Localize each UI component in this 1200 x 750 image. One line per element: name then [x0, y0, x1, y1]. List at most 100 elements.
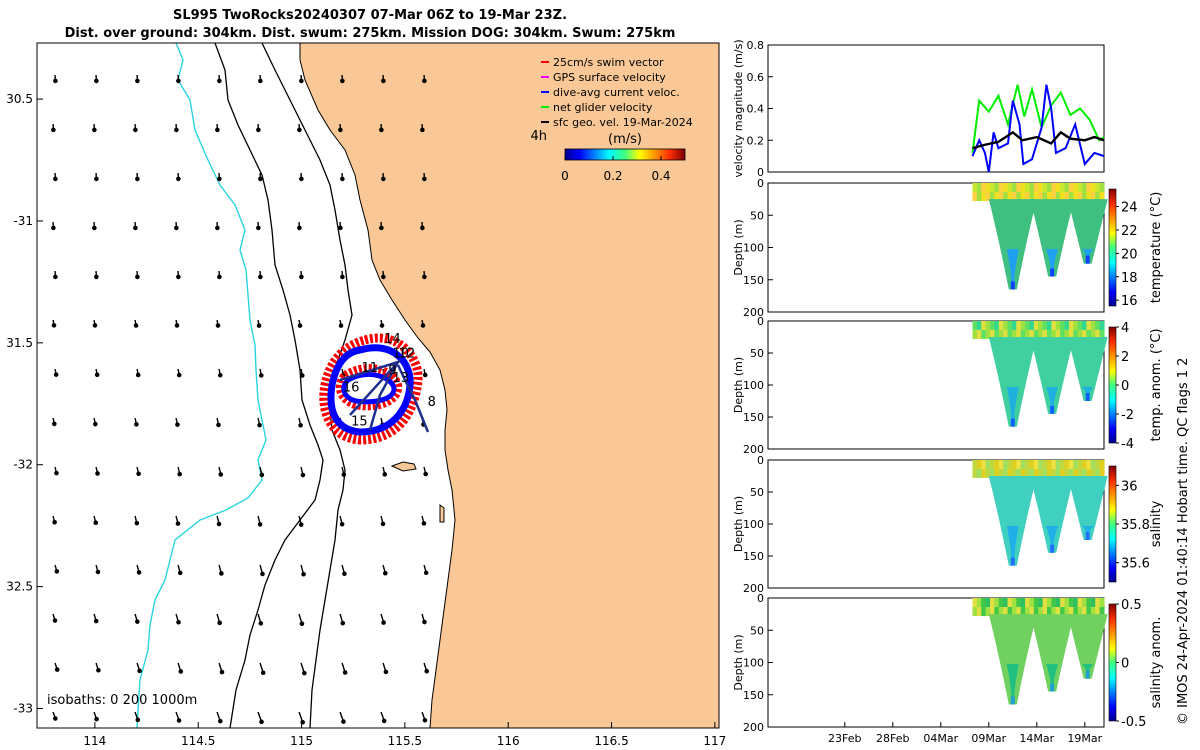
current-arrow-head — [174, 225, 179, 231]
profile-surface-cell — [1055, 183, 1061, 193]
profile-mixed-cell — [1095, 192, 1101, 202]
current-arrow-head — [256, 127, 261, 133]
current-arrow-head — [175, 521, 181, 526]
profile-mixed-cell — [1016, 192, 1022, 202]
current-arrow-head — [136, 471, 141, 477]
profile-mixed-cell — [1033, 329, 1039, 339]
current-arrow-head — [340, 274, 345, 280]
profile-surface-cell — [1095, 598, 1101, 608]
profile-surface-cell — [1029, 183, 1035, 193]
profile-surface-cell — [1099, 321, 1105, 330]
lat-tick-label: -33 — [13, 701, 33, 715]
colorbar-tick-label: 0.2 — [603, 169, 622, 183]
profile-mixed-cell — [1038, 192, 1044, 202]
profile-surface-cell — [1086, 183, 1092, 193]
profile-surface-cell — [1068, 460, 1074, 469]
profile-surface-cell — [985, 321, 991, 330]
profile-surface-cell — [998, 183, 1004, 193]
profile-surface-cell — [1038, 321, 1044, 330]
profile-surface-cell — [1073, 598, 1079, 608]
velocity-ytick-label: 0.4 — [747, 103, 765, 116]
lon-tick-label: 116 — [497, 734, 520, 748]
current-arrow-head — [300, 472, 306, 478]
current-arrow-head — [94, 274, 99, 280]
profile-mixed-cell — [1047, 329, 1052, 339]
depth-colorbar — [1108, 326, 1117, 444]
profile-mixed-cell — [1020, 192, 1026, 202]
profile-mixed-cell — [1029, 468, 1035, 478]
current-arrow-head — [297, 127, 302, 133]
depth-ytick-label: 50 — [750, 624, 764, 637]
track-day-label: 9 — [388, 364, 396, 379]
profile-mixed-cell — [1016, 468, 1022, 478]
profile-surface-cell — [1055, 321, 1061, 330]
current-arrow-head — [218, 472, 224, 477]
profile-surface-cell — [1051, 460, 1057, 469]
depth-ytick-label: 0 — [757, 315, 764, 328]
profile-surface-cell — [994, 183, 1000, 193]
profile-surface-cell — [1029, 598, 1035, 608]
lat-tick-label: 30.5 — [6, 92, 33, 106]
profile-surface-cell — [1020, 321, 1026, 330]
profile-surface-cell — [981, 460, 987, 469]
depth-ytick-label: 150 — [743, 411, 764, 424]
profile-mixed-cell — [1038, 468, 1044, 478]
profile-surface-cell — [1011, 183, 1017, 193]
profile-surface-cell — [1095, 321, 1101, 330]
profile-mixed-cell — [1038, 607, 1044, 617]
current-arrow-head — [53, 716, 58, 721]
map-title-line-1: SL995 TwoRocks20240307 07-Mar 06Z to 19-… — [172, 8, 568, 23]
current-arrow-head — [381, 78, 386, 84]
dive-profile-bottom — [1050, 683, 1055, 692]
current-arrow-head — [340, 78, 345, 84]
profile-surface-cell — [998, 598, 1004, 608]
copyright-footer: © IMOS 24-Apr-2024 01:40:14 Hobart time.… — [1176, 358, 1191, 725]
dive-profile-bottom — [1085, 532, 1090, 540]
track-day-label: 11 — [361, 361, 378, 376]
profile-surface-cell — [1025, 460, 1031, 469]
profile-mixed-cell — [1064, 607, 1070, 617]
current-arrow-head — [383, 669, 389, 675]
colorbar-label: temperature (°C) — [1149, 192, 1164, 304]
current-arrow-head — [54, 569, 60, 574]
profile-surface-cell — [1055, 598, 1061, 608]
profile-surface-cell — [972, 460, 978, 469]
current-arrow-head — [420, 225, 425, 231]
profile-mixed-cell — [990, 607, 995, 617]
velocity-ytick-label: 0.8 — [747, 39, 765, 52]
profile-mixed-cell — [1090, 329, 1096, 339]
velocity-series-line — [971, 84, 1105, 154]
profile-mixed-cell — [1038, 329, 1044, 339]
profile-mixed-cell — [1051, 607, 1057, 617]
profile-surface-cell — [1042, 321, 1048, 330]
velocity-plot-frame — [767, 44, 1105, 173]
profile-mixed-cell — [972, 468, 978, 478]
profile-surface-cell — [1047, 183, 1052, 193]
dive-profile-bottom — [1085, 255, 1090, 264]
glider-path-line — [339, 359, 430, 433]
profile-mixed-cell — [1073, 329, 1079, 339]
profile-surface-cell — [1060, 460, 1066, 469]
dive-profile-plume — [988, 476, 1037, 566]
current-arrow-head — [299, 274, 304, 280]
profile-mixed-cell — [1077, 468, 1083, 478]
profile-surface-cell — [1073, 183, 1079, 193]
profile-surface-cell — [1068, 598, 1074, 608]
profile-surface-cell — [990, 321, 995, 330]
profile-surface-cell — [990, 460, 995, 469]
profile-surface-cell — [1077, 598, 1083, 608]
profile-mixed-cell — [1073, 468, 1079, 478]
current-arrow-head — [338, 127, 343, 133]
profile-mixed-cell — [1042, 607, 1048, 617]
dive-profile-core — [1046, 249, 1059, 277]
profile-surface-cell — [1007, 598, 1013, 608]
profile-surface-cell — [1047, 321, 1052, 330]
profile-surface-cell — [981, 321, 987, 330]
velocity-ytick-label: 0.2 — [747, 134, 765, 147]
depth-ytick-label: 0 — [757, 454, 764, 467]
profile-mixed-cell — [1073, 607, 1079, 617]
current-arrow-head — [54, 667, 60, 672]
profile-surface-cell — [1016, 460, 1022, 469]
profile-surface-cell — [1025, 598, 1031, 608]
